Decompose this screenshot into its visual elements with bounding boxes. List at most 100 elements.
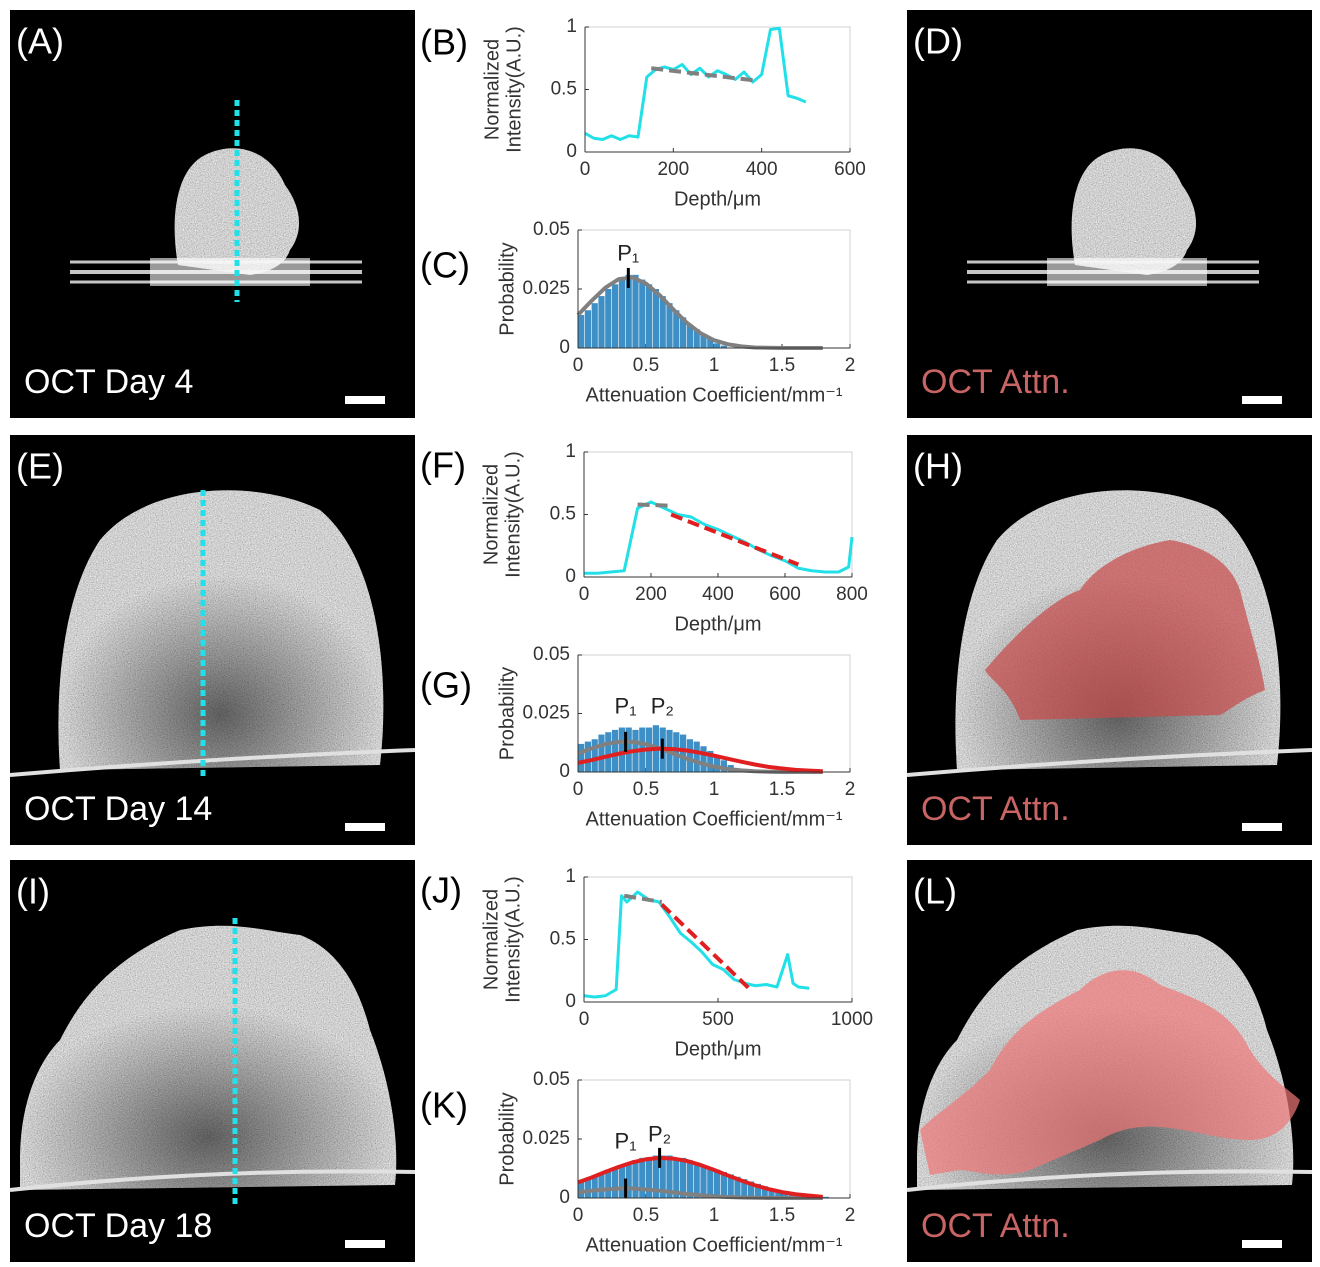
x-axis-label: Attenuation Coefficient/mm⁻¹ — [586, 808, 843, 830]
histogram-bar — [768, 1188, 775, 1198]
panel-caption: OCT Attn. — [921, 790, 1070, 828]
histogram-bar — [741, 1179, 748, 1198]
scale-bar — [1242, 396, 1282, 404]
panel-label: (L) — [913, 871, 957, 912]
x-tick-label: 2 — [845, 779, 856, 800]
histogram-bar — [591, 739, 598, 772]
data-line — [670, 512, 800, 567]
x-tick-label: 400 — [746, 159, 778, 180]
x-tick-label: 2 — [845, 1205, 856, 1226]
tissue-shade — [20, 925, 397, 1190]
histogram-bar — [700, 1164, 707, 1198]
tissue-shade — [58, 490, 384, 770]
plot-area — [583, 451, 853, 578]
substrate-glow — [1047, 258, 1207, 286]
panel-caption: OCT Attn. — [921, 1207, 1070, 1245]
histogram-bar — [686, 739, 693, 772]
histogram-bar — [632, 274, 639, 348]
histogram-bar — [591, 1176, 598, 1198]
x-tick-label: 1000 — [831, 1009, 873, 1030]
x-tick-label: 200 — [635, 584, 667, 605]
x-tick-label: 600 — [834, 159, 866, 180]
histogram-bar — [673, 1157, 680, 1198]
y-axis-label: Normalized — [480, 889, 502, 990]
y-axis-label: Intensity(A.U.) — [502, 451, 524, 578]
data-line — [637, 502, 672, 508]
x-tick-label: 2 — [845, 355, 856, 376]
histogram-bar — [584, 1179, 591, 1198]
histogram-bar — [700, 333, 707, 348]
histogram-bar — [680, 1157, 687, 1198]
histogram-bar — [720, 760, 727, 772]
y-tick-label: 0 — [559, 761, 570, 782]
x-axis-label: Attenuation Coefficient/mm⁻¹ — [586, 384, 843, 406]
x-tick-label: 1.5 — [769, 1205, 795, 1226]
panel-caption: OCT Day 14 — [24, 790, 212, 828]
y-axis-label: Intensity(A.U.) — [503, 26, 525, 153]
histogram-bar — [714, 1169, 721, 1198]
x-tick-label: 0 — [579, 1009, 590, 1030]
histogram-bar — [754, 1183, 761, 1198]
data-line — [584, 26, 807, 141]
y-tick-label: 0.05 — [533, 219, 570, 240]
histogram-bar — [727, 1174, 734, 1198]
histogram-bar — [605, 289, 612, 348]
panel-label: (K) — [420, 1085, 468, 1126]
histogram-bar — [686, 324, 693, 348]
histogram-bar — [578, 743, 585, 772]
histogram-bar — [591, 303, 598, 348]
histogram-bar — [646, 284, 653, 348]
histogram-bar — [686, 1160, 693, 1198]
histogram-bar — [720, 345, 727, 348]
image-panel: (E) OCT Day 14 — [9, 435, 416, 845]
data-line — [577, 746, 823, 774]
panel-label: (B) — [420, 22, 468, 63]
histogram-bar — [714, 343, 721, 348]
histogram-bar — [646, 1157, 653, 1198]
histogram-bar — [618, 279, 625, 348]
panel-label: (D) — [913, 21, 963, 62]
histogram-bar — [761, 1186, 768, 1198]
panel-caption: OCT Attn. — [921, 363, 1070, 401]
histogram-bar — [612, 284, 619, 348]
x-tick-label: 0.5 — [633, 779, 659, 800]
x-tick-label: 0 — [573, 355, 584, 376]
y-tick-label: 0.025 — [522, 703, 570, 724]
y-tick-label: 1 — [565, 866, 576, 887]
histogram-bar — [659, 296, 666, 348]
chart: (J) 0 500 1000 0 0.5 1 Depth/μm Normalized Intens… — [420, 866, 873, 1060]
substrate — [906, 748, 1313, 777]
y-tick-label: 0 — [559, 1187, 570, 1208]
substrate — [9, 748, 416, 777]
data-line — [623, 893, 663, 904]
chart: (C) 0 0.5 1 1.5 2 0 0.025 0.05 Attenuation Coeffi… — [420, 219, 855, 406]
histogram-bar — [605, 732, 612, 772]
chart: (F) 0 200 400 600 800 0 0.5 1 Depth/μm Normalized I… — [420, 441, 868, 635]
x-axis-label: Depth/μm — [674, 188, 761, 210]
histogram-bar — [707, 750, 714, 772]
data-line — [577, 1155, 823, 1199]
histogram-bar — [680, 317, 687, 348]
histogram-bar — [584, 310, 591, 348]
x-tick-label: 0 — [573, 1205, 584, 1226]
peak-label: P₁ — [615, 693, 637, 718]
histogram-bar — [639, 279, 646, 348]
data-line — [660, 903, 752, 991]
x-axis-label: Depth/μm — [674, 613, 761, 635]
histogram-bar — [618, 1164, 625, 1198]
y-tick-label: 0.5 — [550, 504, 576, 525]
histogram-bar — [666, 1155, 673, 1198]
x-tick-label: 0 — [579, 584, 590, 605]
y-tick-label: 1 — [565, 441, 576, 462]
x-tick-label: 0.5 — [633, 355, 659, 376]
histogram-bar — [720, 1172, 727, 1198]
histogram-bar — [625, 727, 632, 772]
y-axis-label: Probability — [496, 242, 518, 335]
data-line — [583, 890, 810, 999]
y-tick-label: 0.05 — [533, 644, 570, 665]
x-tick-label: 1.5 — [769, 355, 795, 376]
y-axis-label: Intensity(A.U.) — [502, 876, 524, 1003]
panel-label: (F) — [420, 445, 466, 486]
y-tick-label: 0 — [565, 566, 576, 587]
